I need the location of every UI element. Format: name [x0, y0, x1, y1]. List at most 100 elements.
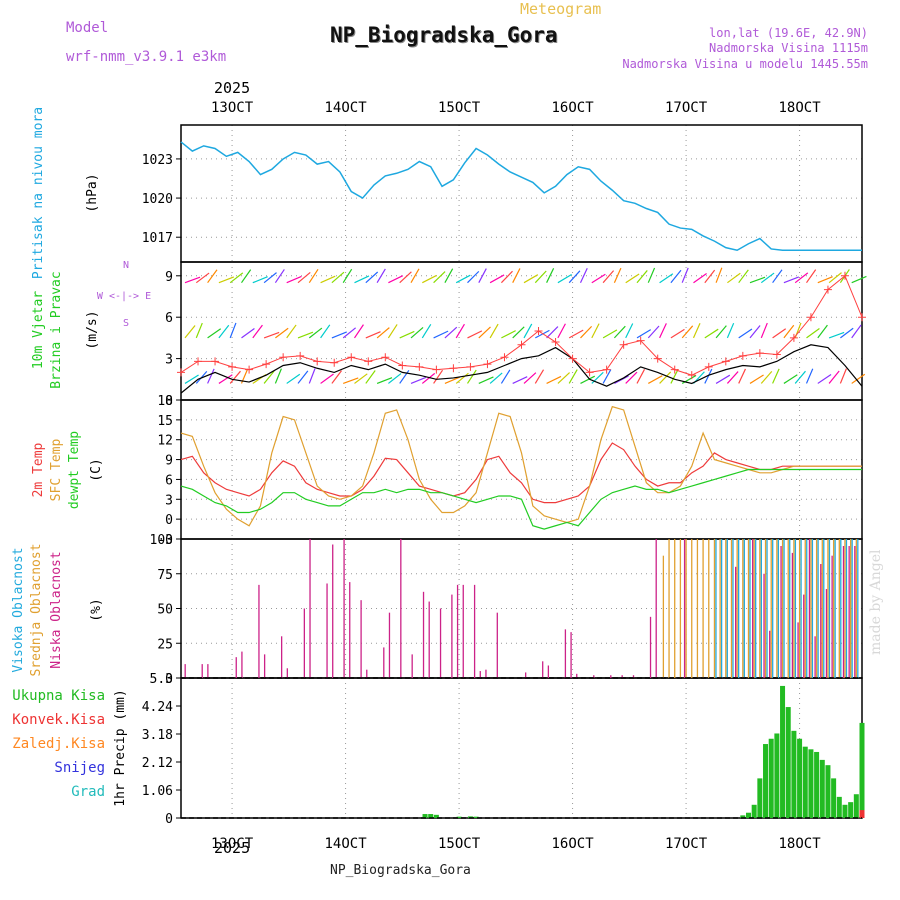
precip-total-bar — [780, 685, 786, 818]
precip-legend-item: Zaledj.Kisa — [12, 736, 105, 752]
wind-arrow — [817, 373, 832, 384]
wind-arrow — [625, 273, 640, 284]
precip-total-bar — [836, 796, 842, 818]
y-tick-label: 25 — [157, 637, 173, 652]
wind-gust-point — [262, 360, 271, 369]
wind-arrow — [851, 373, 866, 384]
wind-arrow — [851, 275, 867, 284]
wind-speed-line — [180, 344, 863, 394]
precip-total-bar — [802, 746, 808, 818]
wind-gust-point — [653, 354, 662, 363]
wind-arrow — [275, 327, 289, 339]
x-year-label: 2025 — [214, 839, 250, 857]
wind-arrow — [421, 324, 432, 339]
wind-arrow — [715, 325, 727, 339]
wind-arrow — [726, 371, 739, 384]
y-tick-label: 3.18 — [142, 728, 173, 743]
wind-arrow — [455, 372, 469, 384]
wind-arrow — [320, 373, 334, 384]
wind-arrow — [501, 330, 516, 339]
model-name: wrf-nmm_v3.9.1 e3km — [66, 49, 227, 65]
cloud-mid-title: Srednja Oblacnost — [29, 543, 44, 676]
wind-arrow — [218, 276, 235, 284]
wind-gust-point — [313, 357, 322, 366]
wind-arrow — [308, 368, 316, 384]
wind-arrow — [489, 274, 505, 284]
wind-arrow — [263, 370, 275, 384]
wind-arrow — [286, 373, 301, 384]
wind-arrow — [478, 376, 494, 384]
wind-gust-point — [858, 313, 866, 322]
wind-arrow — [376, 377, 393, 385]
wind-gust-point — [789, 333, 798, 342]
wind-arrow — [308, 327, 323, 339]
wind-arrow — [783, 374, 798, 384]
wind-arrow — [512, 326, 525, 339]
wind-arrow — [342, 268, 353, 284]
y-tick-label: 4.24 — [142, 700, 173, 715]
precip-total-bar — [456, 816, 462, 818]
x-tick-label: 16OCT — [551, 836, 594, 852]
precip-total-bar — [785, 707, 791, 818]
wind-arrow — [613, 325, 626, 339]
precip-total-bar — [848, 802, 854, 818]
wind-arrow — [500, 369, 511, 384]
wind-arrow — [535, 329, 550, 339]
model-label: Model — [66, 20, 109, 36]
precip-legend-item: Ukupna Kisa — [12, 688, 105, 704]
wind-arrow — [297, 271, 311, 284]
wind-arrow — [263, 331, 280, 339]
wind-arrow — [749, 374, 764, 384]
wind-arrow — [241, 269, 252, 284]
wind-gust-point — [534, 327, 543, 335]
wind-arrow — [625, 323, 634, 339]
wind-arrow — [648, 375, 663, 384]
wind-arrow — [184, 374, 199, 384]
wind-gust-point — [483, 360, 492, 369]
precip-total-bar — [428, 814, 434, 818]
wind-arrow — [500, 270, 513, 284]
wind-arrow — [207, 269, 218, 284]
wind-arrow — [692, 323, 701, 339]
wind-arrow — [410, 326, 424, 339]
wind-arrow — [218, 324, 230, 339]
wind-arrow — [455, 274, 471, 284]
wind-arrow — [693, 273, 707, 284]
precip-total-bar — [842, 804, 848, 818]
wind-arrow — [749, 276, 766, 284]
wind-arrow — [636, 369, 646, 384]
wind-gust-point — [398, 361, 407, 370]
precip-total-bar — [774, 733, 780, 818]
y-tick-label: 0 — [165, 812, 173, 827]
precip-ylabel: 1hr Precip (mm) — [113, 689, 128, 806]
precip-total-bar — [422, 814, 428, 818]
y-tick-label: 18 — [157, 394, 173, 409]
y-tick-label: 0 — [165, 394, 173, 409]
x-tick-label: 13OCT — [211, 836, 254, 852]
wind-arrow — [489, 372, 503, 384]
wind-gust-point — [636, 336, 645, 345]
wind-gust-point — [245, 365, 254, 374]
wind-arrow — [557, 273, 572, 284]
wind-gust-point — [296, 351, 305, 360]
wind-arrow — [794, 272, 809, 284]
wind-arrow — [308, 268, 319, 284]
wind-gust-point — [194, 357, 203, 366]
wind-arrow — [331, 331, 347, 339]
wind-gust-point — [687, 371, 696, 380]
wind-arrow — [354, 324, 364, 339]
wind-gust-point — [568, 354, 577, 363]
compass-we: W <-|-> E — [97, 291, 151, 302]
precip-total-bar — [473, 816, 479, 818]
wind-gust-point — [602, 365, 611, 374]
wind-arrow — [376, 268, 386, 284]
wind-title-1: 10m Vjetar — [31, 291, 46, 369]
wind-arrow — [365, 271, 379, 284]
wind-gust-point — [449, 364, 458, 373]
x-tick-label: 13OCT — [211, 100, 254, 116]
wind-gust-point — [517, 340, 526, 349]
pressure-title: Pritisak na nivou mora — [31, 107, 46, 279]
compass-n: N — [123, 260, 129, 271]
precip-total-bar — [768, 738, 774, 818]
x-tick-label: 18OCT — [778, 836, 821, 852]
